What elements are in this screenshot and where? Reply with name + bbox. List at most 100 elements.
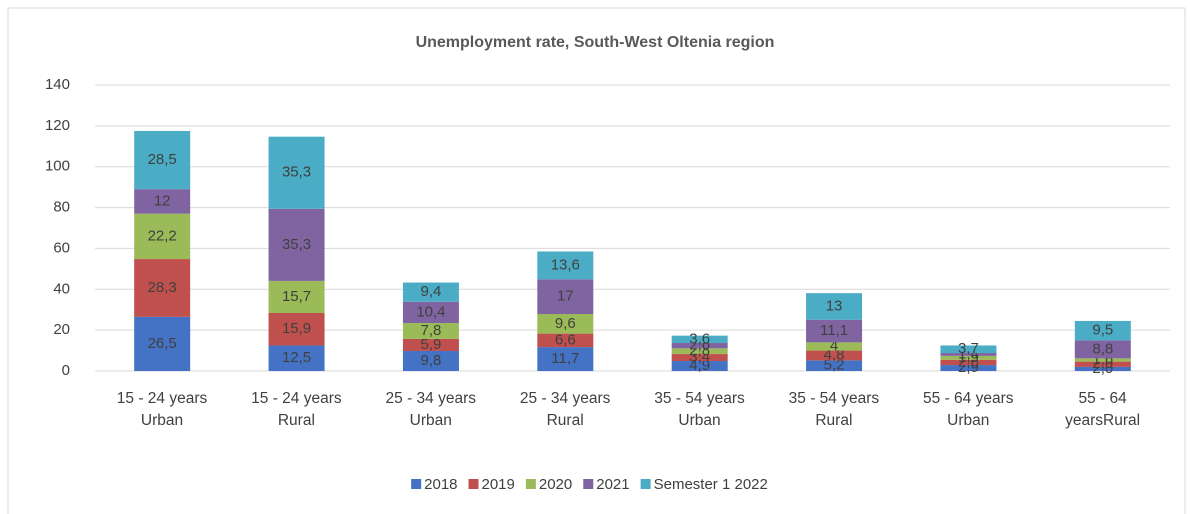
bar-segment xyxy=(402,322,459,339)
bar-segment xyxy=(1074,361,1131,367)
bar-segment xyxy=(1074,358,1131,362)
bar-segment xyxy=(806,342,863,351)
legend-swatch xyxy=(583,479,594,489)
bar-segment xyxy=(806,319,863,343)
data-label: 3,7 xyxy=(958,340,979,357)
legend-swatch xyxy=(468,479,479,489)
bar-segment xyxy=(1074,366,1131,371)
legend-swatch xyxy=(525,479,536,489)
data-label: 12,5 xyxy=(282,349,311,366)
x-tick-label: 55 - 64 yearsRural xyxy=(1065,390,1141,429)
bar-segment xyxy=(671,354,728,361)
bar-segment xyxy=(940,345,997,354)
bar-segment xyxy=(134,316,191,371)
chart-frame xyxy=(7,7,1186,514)
bar-segment xyxy=(134,189,191,214)
data-label: 26,5 xyxy=(148,335,177,352)
data-label: 9,6 xyxy=(555,315,576,332)
bar-segment xyxy=(134,259,191,317)
data-label: 11,1 xyxy=(820,322,848,339)
data-label: 15,9 xyxy=(282,320,311,337)
data-label: 35,3 xyxy=(282,164,311,181)
data-label: 9,8 xyxy=(421,352,442,369)
bar-segment xyxy=(268,312,325,346)
bar-segment xyxy=(671,335,728,344)
data-label: 17 xyxy=(557,288,574,305)
bar-segment xyxy=(402,338,459,351)
bar-segment xyxy=(402,282,459,302)
data-label: 8,8 xyxy=(1092,340,1113,357)
legend-swatch xyxy=(640,479,651,489)
chart-title: Unemployment rate, South-West Oltenia re… xyxy=(416,34,775,51)
data-label: 28,5 xyxy=(148,151,177,168)
y-tick-label: 60 xyxy=(53,239,70,256)
legend-label: Semester 1 2022 xyxy=(654,476,768,493)
bar-segment xyxy=(134,213,191,260)
bar-segment xyxy=(402,350,459,371)
data-label: 13 xyxy=(826,297,843,314)
legend-label: 2019 xyxy=(482,476,515,493)
x-tick-label: 25 - 34 years Rural xyxy=(519,390,611,429)
legend-label: 2020 xyxy=(539,476,572,493)
data-label: 5,2 xyxy=(824,357,845,374)
bar-segment xyxy=(806,350,863,361)
legend-label: 2021 xyxy=(596,476,629,493)
bar-segment xyxy=(671,348,728,355)
data-label: 3,6 xyxy=(689,330,710,347)
data-label: 5,9 xyxy=(421,336,442,353)
data-label: 22,2 xyxy=(148,227,177,244)
data-label: 9,5 xyxy=(1092,322,1113,339)
bar-segment xyxy=(268,345,325,371)
bar-segment xyxy=(940,353,997,356)
x-tick-label: 15 - 24 years Rural xyxy=(251,390,342,429)
data-label: 4 xyxy=(830,337,838,354)
data-label: 7,8 xyxy=(421,322,442,339)
bar-segment xyxy=(134,130,191,190)
y-tick-label: 80 xyxy=(53,199,70,216)
y-tick-label: 20 xyxy=(53,321,70,338)
bar-segment xyxy=(537,347,594,371)
legend-swatch xyxy=(411,479,422,489)
y-tick-label: 120 xyxy=(45,117,70,134)
data-label: 11,7 xyxy=(551,350,579,367)
bar-segment xyxy=(671,360,728,371)
x-tick-label: 35 - 54 years Rural xyxy=(788,390,880,429)
data-label: 4,8 xyxy=(824,346,845,363)
y-tick-label: 0 xyxy=(62,362,70,379)
bar-segment xyxy=(940,365,997,371)
data-label: 4,9 xyxy=(689,357,710,374)
legend-label: 2018 xyxy=(424,476,457,493)
bar-segment xyxy=(537,314,594,334)
bar-segment xyxy=(537,279,594,315)
bar-segment xyxy=(268,136,325,209)
y-tick-label: 40 xyxy=(53,280,70,297)
data-label: 13,6 xyxy=(551,256,580,273)
bar-segment xyxy=(806,360,863,371)
data-label: 35,3 xyxy=(282,236,311,253)
data-label: 12 xyxy=(154,192,171,209)
bar-segment xyxy=(268,280,325,313)
data-label: 6,6 xyxy=(555,331,576,348)
x-tick-label: 15 - 24 years Urban xyxy=(116,390,208,429)
bar-segment xyxy=(537,251,594,280)
bar-segment xyxy=(940,359,997,366)
data-label: 15,7 xyxy=(282,288,311,305)
x-tick-label: 35 - 54 years Urban xyxy=(654,390,745,429)
y-tick-label: 140 xyxy=(45,76,70,93)
data-label: 10,4 xyxy=(416,303,445,320)
data-label: 9,4 xyxy=(421,283,442,300)
y-tick-label: 100 xyxy=(45,158,70,175)
x-tick-label: 25 - 34 years Urban xyxy=(385,390,476,429)
bar-segment xyxy=(1074,340,1131,359)
bar-segment xyxy=(806,293,863,320)
bar-segment xyxy=(940,355,997,360)
data-label: 28,3 xyxy=(148,279,177,296)
bar-segment xyxy=(1074,320,1131,341)
bar-segment xyxy=(268,208,325,281)
bar-segment xyxy=(402,301,459,323)
bar-segment xyxy=(537,333,594,348)
x-tick-label: 55 - 64 years Urban xyxy=(923,390,1014,429)
bar-segment xyxy=(671,343,728,349)
